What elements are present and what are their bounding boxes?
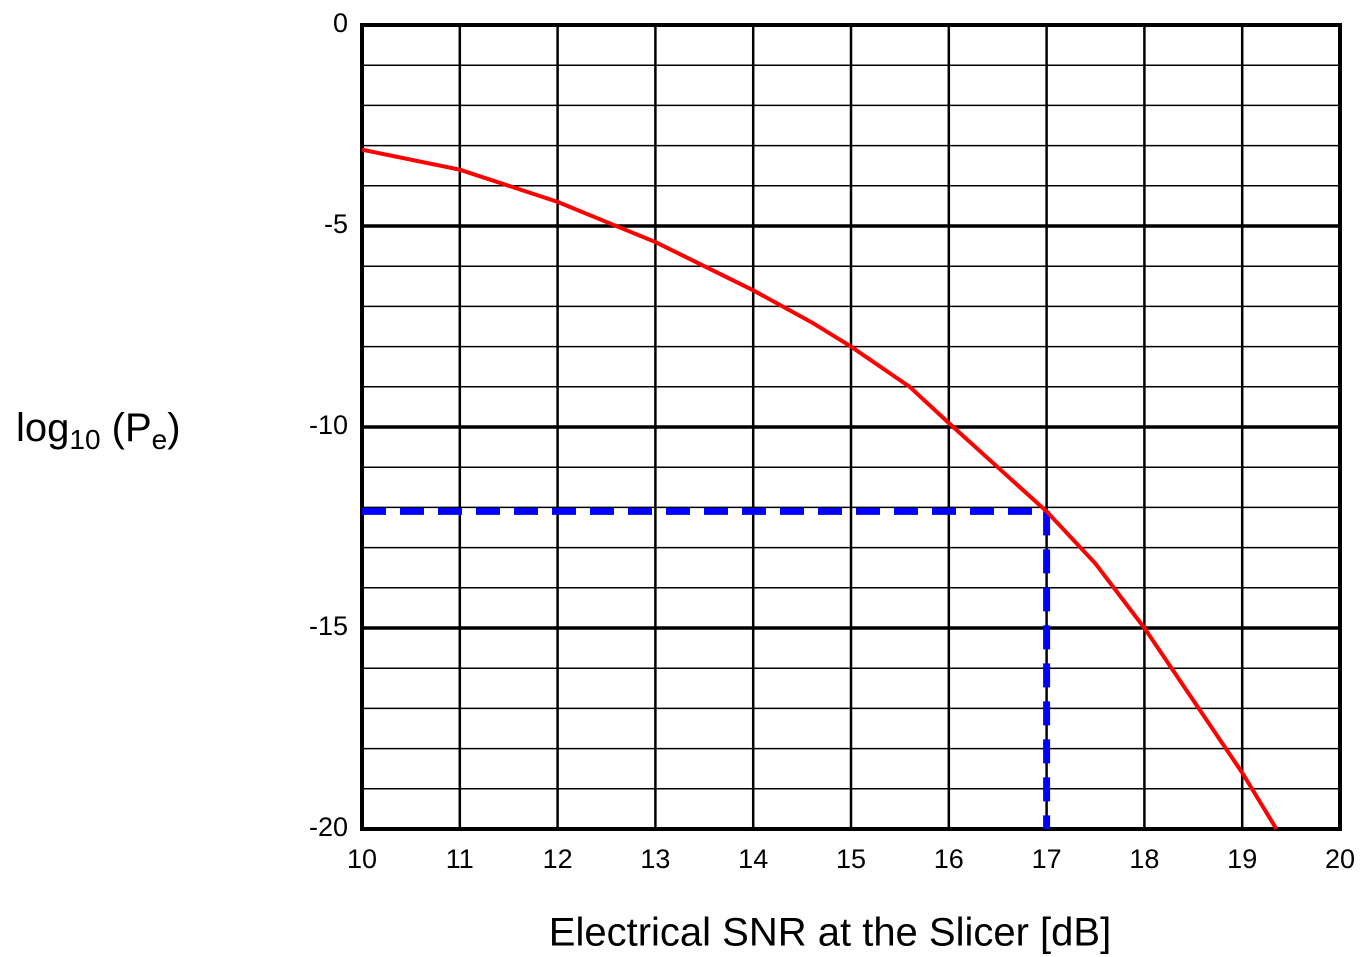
x-tick-label: 15 [836,844,866,874]
y-label-part: log [16,406,69,450]
y-tick-label: 0 [333,8,348,38]
x-tick-label: 13 [640,844,670,874]
y-tick-label: -20 [309,812,348,842]
x-tick-label: 19 [1227,844,1257,874]
y-label-part: (P [101,406,152,450]
y-label-part: e [152,424,168,455]
y-label-part: 10 [69,424,100,455]
x-tick-label: 16 [934,844,964,874]
x-tick-label: 18 [1129,844,1159,874]
y-label-part: ) [167,406,180,450]
y-tick-label: -10 [309,410,348,440]
x-tick-label: 20 [1325,844,1355,874]
y-axis-label: log10 (Pe) [16,406,181,456]
y-tick-label: -15 [309,611,348,641]
x-tick-label: 11 [446,844,474,874]
x-tick-label: 10 [347,844,377,874]
x-tick-label: 12 [543,844,573,874]
plot-frame [360,23,1342,831]
y-tick-label: -5 [324,209,348,239]
x-tick-label: 17 [1032,844,1062,874]
data-line [361,147,1279,831]
x-axis-label: Electrical SNR at the Slicer [dB] [549,911,1111,955]
x-tick-label: 14 [738,844,768,874]
